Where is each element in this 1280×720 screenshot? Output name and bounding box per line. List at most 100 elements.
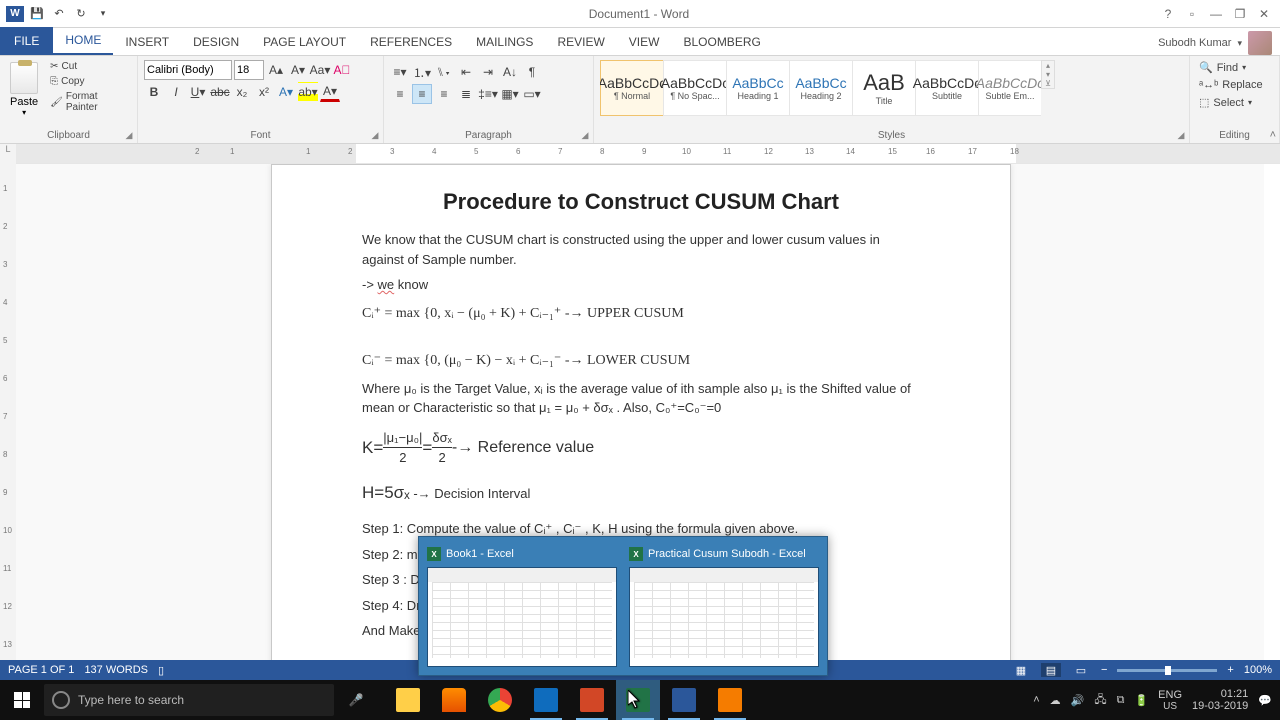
user-area[interactable]: Subodh Kumar▾ [1158, 31, 1280, 55]
inc-indent-icon[interactable]: ⇥ [478, 62, 498, 82]
network-icon[interactable]: 🖧 [1094, 691, 1106, 710]
powerpoint-icon[interactable] [570, 680, 614, 720]
styles-more-icon[interactable]: ⊻ [1042, 79, 1054, 88]
style-heading-[interactable]: AaBbCcHeading 1 [726, 60, 790, 116]
tray-up-icon[interactable]: ˄ [1033, 694, 1039, 706]
superscript-button[interactable]: x² [254, 82, 274, 102]
restore-icon[interactable]: ❐ [1232, 7, 1248, 21]
volume-icon[interactable]: 🔊 [1071, 694, 1085, 707]
shrink-font-icon[interactable]: A▾ [288, 60, 308, 80]
dropbox-icon[interactable]: ⧉ [1117, 694, 1125, 707]
tab-bloomberg[interactable]: BLOOMBERG [671, 29, 772, 55]
word-taskbar-icon[interactable] [662, 680, 706, 720]
multilevel-icon[interactable]: ⑊▾ [434, 62, 454, 82]
cut-button[interactable]: ✂Cut [46, 60, 131, 73]
status-page[interactable]: PAGE 1 OF 1 [8, 664, 74, 676]
format-painter-button[interactable]: 🖌Format Painter [46, 90, 131, 114]
numbering-icon[interactable]: ⒈▾ [412, 62, 432, 82]
line-spacing-icon[interactable]: ‡≡▾ [478, 84, 498, 104]
align-center-icon[interactable]: ≡ [412, 84, 432, 104]
align-left-icon[interactable]: ≡ [390, 84, 410, 104]
tab-insert[interactable]: INSERT [113, 29, 181, 55]
borders-icon[interactable]: ▭▾ [522, 84, 542, 104]
find-button[interactable]: 🔍Find▾ [1196, 60, 1266, 75]
styles-launcher-icon[interactable]: ◢ [1175, 129, 1187, 141]
align-right-icon[interactable]: ≡ [434, 84, 454, 104]
font-launcher-icon[interactable]: ◢ [369, 129, 381, 141]
tab-references[interactable]: REFERENCES [358, 29, 464, 55]
battery-icon[interactable]: 🔋 [1134, 694, 1148, 707]
styles-gallery[interactable]: AaBbCcDc¶ NormalAaBbCcDc¶ No Spac...AaBb… [600, 60, 1041, 116]
subscript-button[interactable]: x₂ [232, 82, 252, 102]
minimize-icon[interactable]: — [1208, 7, 1224, 21]
tray-lang2[interactable]: US [1158, 701, 1182, 712]
tab-home[interactable]: HOME [53, 27, 113, 55]
style--no-spac-[interactable]: AaBbCcDc¶ No Spac... [663, 60, 727, 116]
font-color-icon[interactable]: A▾ [320, 82, 340, 102]
tray-clock[interactable]: 01:21 19-03-2019 [1192, 688, 1248, 712]
app1-icon[interactable] [524, 680, 568, 720]
notifications-icon[interactable]: 💬 [1258, 694, 1272, 707]
italic-button[interactable]: I [166, 82, 186, 102]
styles-up-icon[interactable]: ▴ [1042, 61, 1054, 70]
undo-icon[interactable]: ↶ [50, 5, 68, 23]
bold-button[interactable]: B [144, 82, 164, 102]
explorer-icon[interactable] [386, 680, 430, 720]
tab-review[interactable]: REVIEW [545, 29, 616, 55]
tray-lang1[interactable]: ENG [1158, 689, 1182, 701]
justify-icon[interactable]: ≣ [456, 84, 476, 104]
status-proof-icon[interactable]: ▯ [158, 664, 164, 677]
zoom-slider[interactable] [1117, 669, 1217, 672]
print-layout-icon[interactable]: ▤ [1041, 663, 1061, 677]
recorder-icon[interactable] [708, 680, 752, 720]
underline-button[interactable]: U▾ [188, 82, 208, 102]
paragraph-launcher-icon[interactable]: ◢ [579, 129, 591, 141]
qat-more-icon[interactable]: ▾ [94, 5, 112, 23]
tab-design[interactable]: DESIGN [181, 29, 251, 55]
read-mode-icon[interactable]: ▦ [1011, 663, 1031, 677]
redo-icon[interactable]: ↻ [72, 5, 90, 23]
style--normal[interactable]: AaBbCcDc¶ Normal [600, 60, 664, 116]
sort-icon[interactable]: A↓ [500, 62, 520, 82]
copy-button[interactable]: ⎘Copy [46, 75, 131, 88]
file-tab[interactable]: FILE [0, 27, 53, 55]
bullets-icon[interactable]: ≡▾ [390, 62, 410, 82]
tab-view[interactable]: VIEW [617, 29, 672, 55]
replace-button[interactable]: ᵃ↔ᵇReplace [1196, 78, 1266, 92]
chrome-icon[interactable] [478, 680, 522, 720]
onedrive-icon[interactable]: ☁ [1050, 694, 1061, 707]
select-button[interactable]: ⬚Select▾ [1196, 95, 1266, 110]
font-size-input[interactable] [234, 60, 264, 80]
text-effects-icon[interactable]: A▾ [276, 82, 296, 102]
clipboard-launcher-icon[interactable]: ◢ [123, 129, 135, 141]
dec-indent-icon[interactable]: ⇤ [456, 62, 476, 82]
zoom-in-icon[interactable]: + [1227, 664, 1233, 676]
zoom-level[interactable]: 100% [1244, 664, 1272, 676]
font-name-input[interactable] [144, 60, 232, 80]
style-heading-[interactable]: AaBbCcHeading 2 [789, 60, 853, 116]
status-words[interactable]: 137 WORDS [84, 664, 148, 676]
vertical-ruler[interactable]: 12345678910111213 [0, 164, 16, 680]
tab-page-layout[interactable]: PAGE LAYOUT [251, 29, 358, 55]
strikethrough-button[interactable]: abc [210, 82, 230, 102]
ribbon-options-icon[interactable]: ▫ [1184, 7, 1200, 21]
style-title[interactable]: AaBTitle [852, 60, 916, 116]
start-button[interactable] [0, 680, 44, 720]
save-icon[interactable]: 💾 [28, 5, 46, 23]
thumb-practical[interactable]: XPractical Cusum Subodh - Excel [629, 545, 819, 667]
highlight-icon[interactable]: ab▾ [298, 82, 318, 102]
change-case-icon[interactable]: Aa▾ [310, 60, 330, 80]
close-icon[interactable]: ✕ [1256, 7, 1272, 21]
grow-font-icon[interactable]: A▴ [266, 60, 286, 80]
taskbar-search[interactable]: Type here to search [44, 684, 334, 716]
zoom-out-icon[interactable]: − [1101, 664, 1107, 676]
horizontal-ruler[interactable]: 21123456789101112131415161718 [16, 144, 1280, 164]
clear-format-icon[interactable]: A⃠ [332, 60, 352, 80]
show-marks-icon[interactable]: ¶ [522, 62, 542, 82]
styles-down-icon[interactable]: ▾ [1042, 70, 1054, 79]
style-subtle-em-[interactable]: AaBbCcDcSubtle Em... [978, 60, 1041, 116]
mic-icon[interactable]: 🎤 [334, 680, 378, 720]
tab-mailings[interactable]: MAILINGS [464, 29, 545, 55]
web-layout-icon[interactable]: ▭ [1071, 663, 1091, 677]
help-icon[interactable]: ? [1160, 7, 1176, 21]
